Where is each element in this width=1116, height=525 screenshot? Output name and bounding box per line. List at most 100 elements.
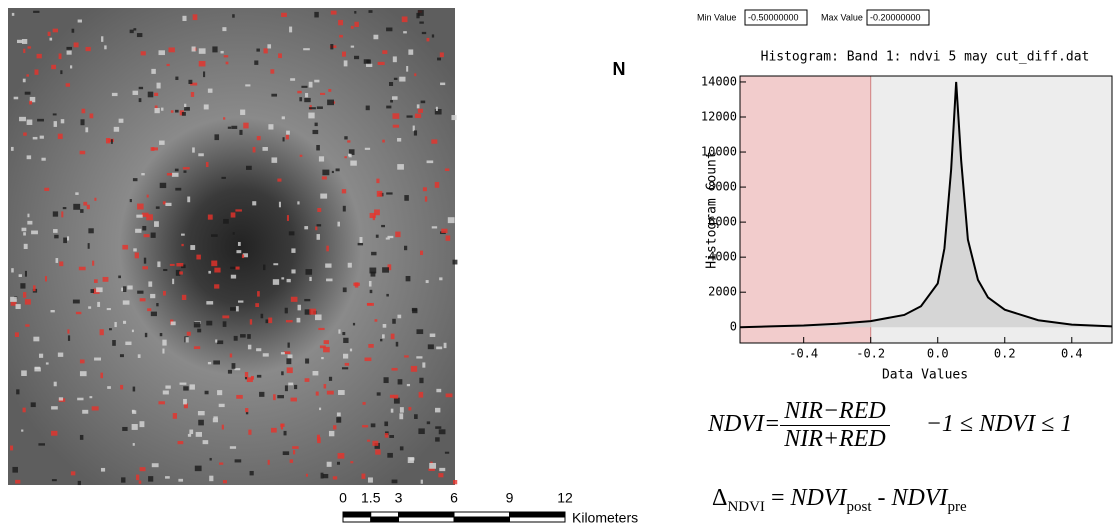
texture-dot bbox=[210, 458, 212, 461]
texture-dot bbox=[291, 269, 295, 273]
texture-dot bbox=[136, 215, 142, 218]
texture-dot bbox=[80, 360, 85, 364]
texture-dot bbox=[58, 134, 63, 139]
texture-dot bbox=[337, 462, 340, 465]
texture-dot bbox=[203, 71, 205, 77]
texture-dot bbox=[440, 52, 444, 57]
texture-dot bbox=[342, 189, 346, 193]
delta-sub: NDVI bbox=[727, 499, 765, 515]
texture-dot bbox=[342, 332, 345, 335]
texture-dot bbox=[23, 232, 26, 235]
scale-segment bbox=[510, 512, 566, 517]
texture-dot bbox=[343, 206, 346, 212]
texture-dot bbox=[350, 161, 357, 166]
scale-label: 3 bbox=[395, 490, 403, 506]
texture-dot bbox=[268, 318, 272, 324]
page: N Min Value -0.50000000 Max Value -0.200… bbox=[0, 0, 1116, 525]
texture-dot bbox=[125, 342, 131, 345]
x-tick-label: -0.2 bbox=[856, 347, 885, 361]
texture-dot bbox=[197, 329, 201, 333]
texture-dot bbox=[261, 314, 264, 318]
texture-dot bbox=[88, 306, 91, 308]
texture-dot bbox=[165, 476, 170, 479]
texture-dot bbox=[270, 69, 274, 73]
texture-dot bbox=[291, 248, 295, 252]
texture-dot bbox=[63, 207, 67, 209]
texture-dot bbox=[232, 363, 236, 369]
texture-dot bbox=[376, 179, 379, 184]
texture-dot bbox=[418, 428, 424, 434]
texture-dot bbox=[226, 62, 229, 65]
texture-dot bbox=[406, 276, 411, 281]
texture-dot bbox=[382, 50, 387, 54]
texture-dot bbox=[400, 446, 404, 450]
texture-dot bbox=[27, 221, 32, 225]
texture-dot bbox=[327, 391, 334, 395]
texture-dot bbox=[163, 391, 169, 395]
texture-dot bbox=[281, 424, 283, 429]
delta: Δ bbox=[712, 485, 727, 511]
texture-dot bbox=[416, 329, 423, 334]
texture-dot bbox=[205, 391, 209, 395]
texture-dot bbox=[250, 319, 252, 324]
texture-dot bbox=[236, 250, 241, 253]
ndvi-lhs: NDVI= bbox=[708, 411, 780, 437]
texture-dot bbox=[189, 430, 193, 434]
texture-dot bbox=[59, 53, 62, 59]
texture-dot bbox=[190, 384, 195, 389]
texture-dot bbox=[29, 101, 32, 105]
texture-dot bbox=[389, 435, 394, 438]
texture-dot bbox=[248, 345, 251, 350]
texture-dot bbox=[213, 418, 218, 422]
texture-dot bbox=[39, 354, 43, 358]
texture-dot bbox=[331, 11, 337, 15]
texture-dot bbox=[378, 193, 381, 195]
texture-dot bbox=[199, 48, 206, 53]
texture-dot bbox=[221, 177, 225, 179]
texture-dot bbox=[438, 473, 443, 477]
texture-dot bbox=[203, 440, 209, 444]
texture-dot bbox=[358, 243, 363, 245]
texture-dot bbox=[336, 417, 341, 423]
ndvi-range: −1 ≤ NDVI ≤ 1 bbox=[926, 411, 1073, 437]
texture-dot bbox=[92, 261, 94, 266]
texture-dot bbox=[230, 354, 232, 358]
texture-dot bbox=[319, 156, 324, 161]
texture-dot bbox=[317, 437, 321, 443]
texture-dot bbox=[163, 201, 166, 204]
texture-dot bbox=[391, 334, 395, 340]
scale-label: 1.5 bbox=[361, 490, 381, 506]
texture-dot bbox=[79, 267, 86, 271]
texture-dot bbox=[378, 62, 385, 65]
texture-dot bbox=[156, 303, 158, 306]
texture-dot bbox=[386, 28, 392, 32]
texture-dot bbox=[439, 429, 446, 434]
texture-dot bbox=[385, 433, 389, 438]
y-tick-label: 0 bbox=[730, 320, 737, 334]
texture-dot bbox=[147, 195, 149, 198]
texture-dot bbox=[231, 275, 236, 279]
texture-dot bbox=[118, 276, 121, 279]
texture-dot bbox=[41, 158, 45, 161]
texture-dot bbox=[322, 176, 327, 179]
texture-dot bbox=[391, 409, 394, 413]
texture-dot bbox=[33, 337, 39, 342]
texture-dot bbox=[277, 395, 284, 398]
texture-dot bbox=[250, 471, 254, 475]
texture-dot bbox=[281, 371, 284, 375]
texture-dot bbox=[428, 344, 434, 349]
texture-dot bbox=[44, 188, 49, 191]
texture-dot bbox=[421, 101, 426, 104]
texture-dot bbox=[198, 153, 204, 156]
texture-dot bbox=[407, 115, 413, 117]
texture-dot bbox=[123, 286, 126, 292]
texture-dot bbox=[384, 422, 388, 427]
texture-dot bbox=[212, 46, 217, 52]
texture-dot bbox=[399, 77, 405, 82]
texture-dot bbox=[338, 453, 345, 459]
texture-dot bbox=[187, 197, 190, 203]
texture-dot bbox=[317, 106, 323, 109]
texture-dot bbox=[119, 119, 124, 123]
y-tick-label: 2000 bbox=[708, 285, 737, 299]
texture-dot bbox=[421, 480, 423, 484]
